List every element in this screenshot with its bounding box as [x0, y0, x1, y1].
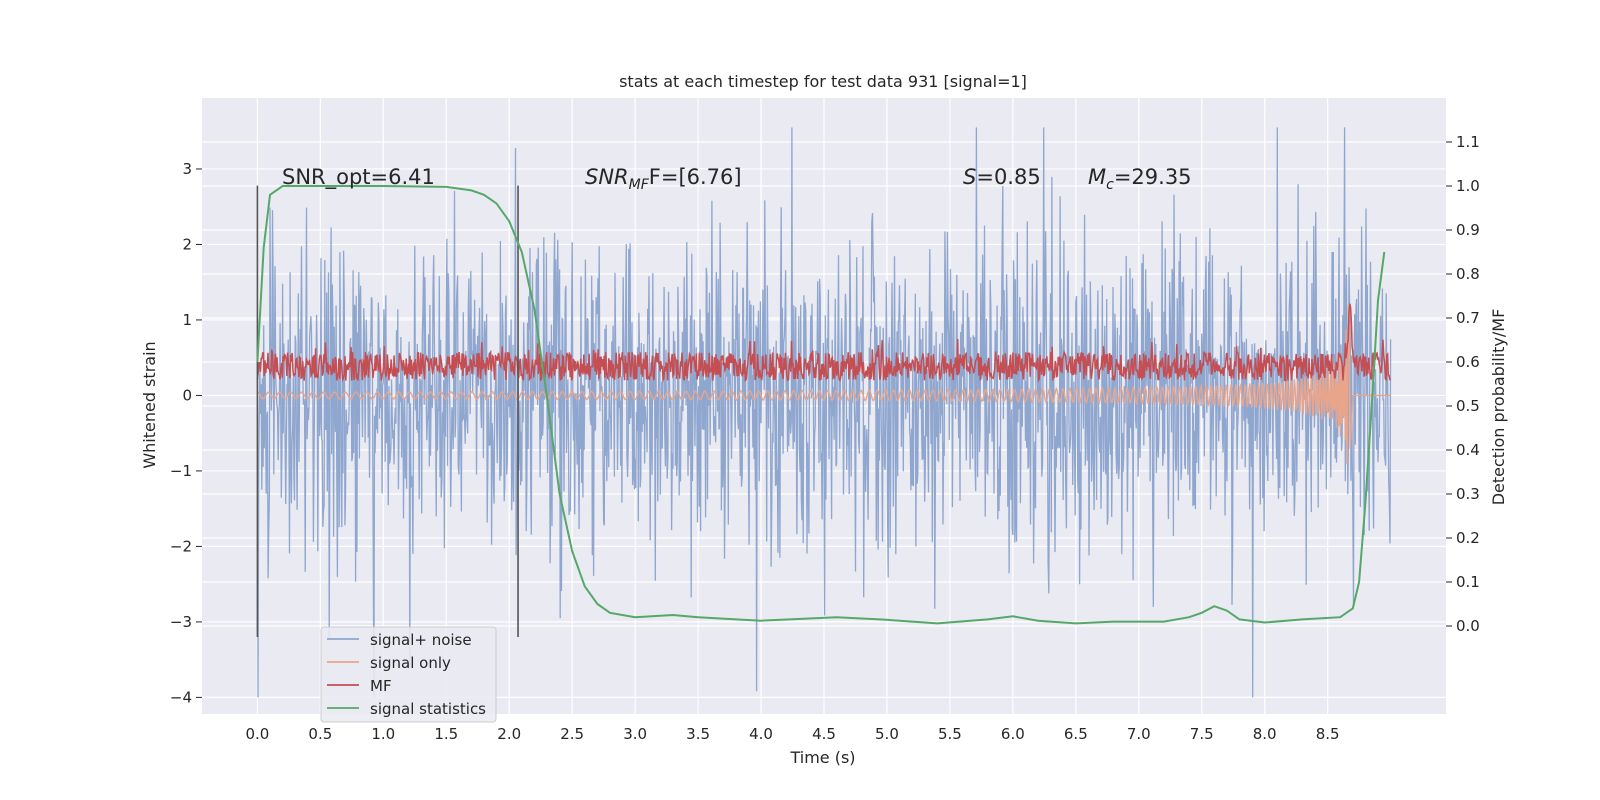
x-tick-label: 8.5 [1316, 725, 1340, 743]
y-tick-label: 0 [182, 386, 192, 404]
x-tick-label: 7.5 [1190, 725, 1214, 743]
x-tick-label: 1.0 [371, 725, 395, 743]
x-axis-label: Time (s) [789, 748, 855, 767]
x-tick-label: 5.5 [938, 725, 962, 743]
x-tick-label: 5.0 [875, 725, 899, 743]
x-tick-label: 8.0 [1253, 725, 1277, 743]
x-tick-label: 4.0 [749, 725, 773, 743]
legend-label-mf: MF [370, 677, 392, 695]
y2-tick-label: 0.6 [1456, 353, 1480, 371]
x-tick-label: 3.5 [686, 725, 710, 743]
x-tick-label: 0.0 [245, 725, 269, 743]
signal-only-line [257, 305, 1391, 464]
x-tick-label: 0.5 [308, 725, 332, 743]
annotation-s-name: S [963, 165, 976, 189]
y2-tick-label: 0.2 [1456, 529, 1480, 547]
y2-tick-label: 0.8 [1456, 265, 1480, 283]
signal-noise-line [256, 127, 1392, 698]
y-axis-label: Whitened strain [140, 341, 159, 468]
mf-line [256, 303, 1391, 383]
annotation-s: S=0.85 [963, 165, 1041, 189]
legend-box [320, 626, 497, 723]
series-signal-statistics [256, 185, 1386, 625]
y2-tick-label: 1.1 [1456, 133, 1480, 151]
y-tick-label: 1 [182, 311, 192, 329]
annotation-s-value: =0.85 [976, 165, 1040, 189]
y2-tick-label: 0.5 [1456, 397, 1480, 415]
annotation-snr-mf-name: SNR [585, 165, 629, 189]
x-tick-label: 7.0 [1127, 725, 1151, 743]
series-mf [256, 303, 1391, 383]
x-tick-label: 6.0 [1001, 725, 1025, 743]
y-tick-label: 3 [182, 160, 192, 178]
chart-title: stats at each timestep for test data 931… [619, 72, 1027, 91]
x-tick-label: 2.5 [560, 725, 584, 743]
signal-statistics-line [256, 185, 1386, 625]
legend-label-signal-only: signal only [370, 654, 451, 672]
x-tick-label: 6.5 [1064, 725, 1088, 743]
y2-axis-ticks: 1.1 1.0 0.9 0.8 0.7 0.6 0.5 0.4 0.3 0.2 0.1 0.0 [1446, 133, 1480, 635]
y2-tick-label: 0.1 [1456, 573, 1480, 591]
y2-tick-label: 0.4 [1456, 441, 1480, 459]
y2-tick-label: 0.9 [1456, 221, 1480, 239]
legend: signal+ noise signal only MF signal stat… [320, 626, 497, 723]
y2-tick-label: 1.0 [1456, 177, 1480, 195]
x-tick-label: 3.0 [623, 725, 647, 743]
series-signal-noise [256, 127, 1392, 698]
annotation-snr-opt: SNR_opt=6.41 [282, 165, 435, 190]
x-tick-label: 1.5 [434, 725, 458, 743]
y2-axis-label: Detection probability/MF [1489, 309, 1508, 506]
legend-label-signal-noise: signal+ noise [370, 631, 472, 649]
x-axis-ticks: 0.0 0.5 1.0 1.5 2.0 2.5 3.0 3.5 4.0 4.5 5.0 5.5 6.0 6… [245, 725, 1339, 743]
x-tick-label: 4.5 [812, 725, 836, 743]
annotation-snr-mf: SNRMFF=[6.76] [585, 165, 742, 193]
annotation-mc-subscript: c [1106, 177, 1114, 193]
annotation-mc-value: =29.35 [1114, 165, 1192, 189]
y-tick-label: −2 [170, 537, 192, 555]
y-axis-ticks: 3 2 1 0 −1 −2 −3 −4 [170, 160, 202, 706]
annotation-snr-mf-value: F=[6.76] [649, 165, 742, 189]
y-tick-label: 2 [182, 235, 192, 253]
y2-tick-label: 0.0 [1456, 617, 1480, 635]
legend-label-signal-statistics: signal statistics [370, 700, 486, 718]
annotation-snr-mf-subscript: MF [629, 177, 650, 193]
y-tick-label: −1 [170, 462, 192, 480]
y2-tick-label: 0.7 [1456, 309, 1480, 327]
y2-tick-label: 0.3 [1456, 485, 1480, 503]
vertical-markers [256, 185, 519, 637]
series-signal-only [257, 305, 1391, 464]
y-tick-label: −3 [170, 613, 192, 631]
annotation-mc: Mc=29.35 [1088, 165, 1192, 193]
y-tick-label: −4 [170, 688, 192, 706]
x-tick-label: 2.0 [497, 725, 521, 743]
annotation-mc-name: M [1088, 165, 1106, 189]
